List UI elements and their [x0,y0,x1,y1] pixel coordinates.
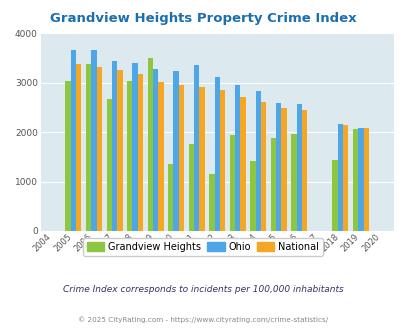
Bar [112,61,117,231]
Bar [357,128,363,231]
Bar [127,81,132,231]
Bar [65,81,70,231]
Bar [178,85,184,231]
Bar [337,124,342,231]
Text: © 2025 CityRating.com - https://www.cityrating.com/crime-statistics/: © 2025 CityRating.com - https://www.city… [78,316,327,323]
Bar [260,102,266,231]
Bar [173,71,178,231]
Bar [220,90,225,231]
Bar [281,108,286,231]
Bar [296,104,301,231]
Bar [240,97,245,231]
Bar [275,103,281,231]
Text: Crime Index corresponds to incidents per 100,000 inhabitants: Crime Index corresponds to incidents per… [62,285,343,294]
Bar [153,69,158,231]
Bar [209,174,214,231]
Bar [214,77,220,231]
Bar [91,50,96,231]
Bar [291,135,296,231]
Bar [86,64,91,231]
Bar [249,161,255,231]
Bar [76,64,81,231]
Bar [229,136,234,231]
Bar [270,139,275,231]
Bar [194,65,199,231]
Legend: Grandview Heights, Ohio, National: Grandview Heights, Ohio, National [83,238,322,256]
Bar [332,160,337,231]
Bar [106,99,112,231]
Bar [137,74,143,231]
Bar [132,63,137,231]
Bar [234,85,240,231]
Bar [70,50,76,231]
Bar [255,91,260,231]
Bar [158,82,163,231]
Bar [147,58,153,231]
Bar [352,129,357,231]
Bar [117,70,122,231]
Bar [168,164,173,231]
Bar [342,125,347,231]
Bar [301,110,307,231]
Bar [363,128,368,231]
Bar [188,144,194,231]
Bar [199,87,204,231]
Bar [96,67,102,231]
Text: Grandview Heights Property Crime Index: Grandview Heights Property Crime Index [49,12,356,24]
